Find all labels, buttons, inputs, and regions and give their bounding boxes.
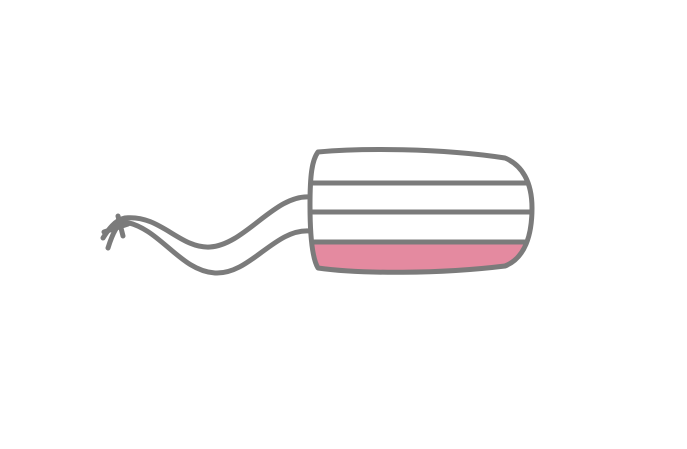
- string-knot: [101, 213, 131, 239]
- absorbency-bands: [310, 180, 532, 245]
- string: [100, 194, 313, 276]
- tampon-outline: [307, 147, 535, 275]
- string-strand-upper: [100, 194, 313, 250]
- tampon-body: [310, 149, 532, 273]
- absorbency-fill: [310, 243, 532, 273]
